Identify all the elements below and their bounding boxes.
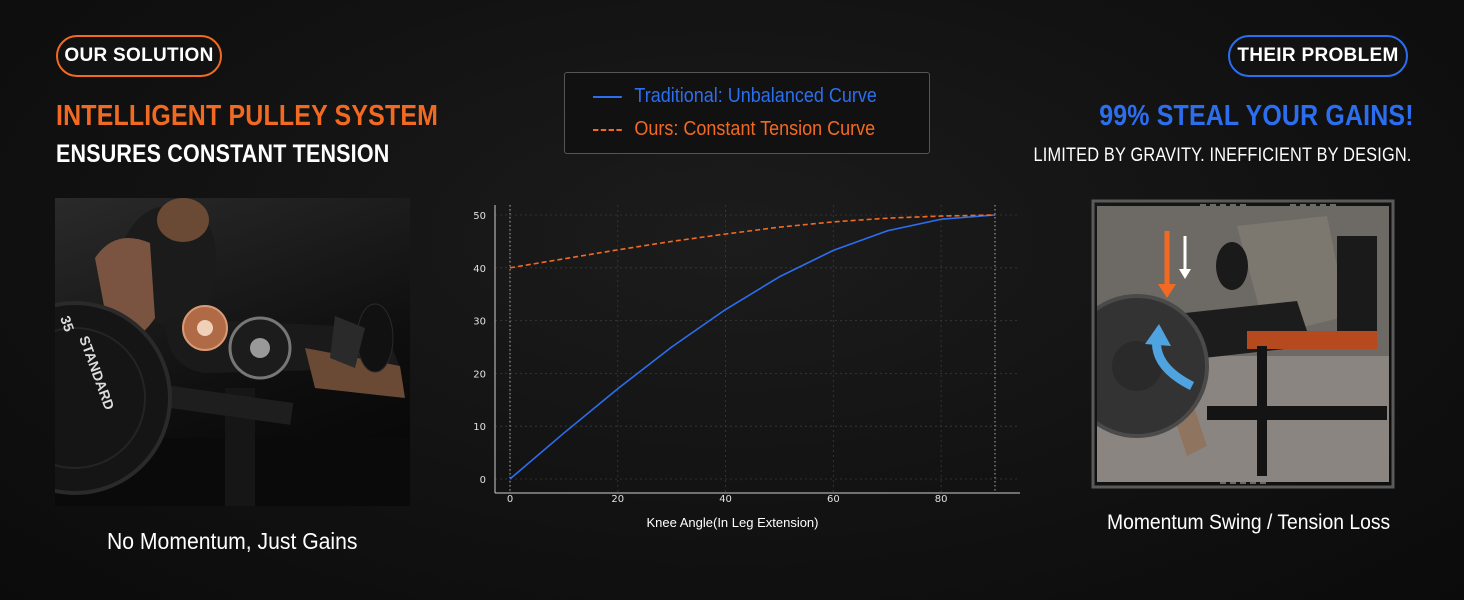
y-tick-label: 30: [473, 317, 486, 328]
legend-label-ours: Ours: Constant Tension Curve: [634, 118, 876, 140]
curved-arrow-icon: [1145, 324, 1195, 391]
chart-ticks: 0 10 20 30 40 50 0 20 40 60 80: [473, 211, 947, 505]
y-tick-label: 50: [473, 211, 486, 222]
chart-legend: Traditional: Unbalanced Curve Ours: Cons…: [564, 72, 930, 154]
solution-subheadline: ENSURES CONSTANT TENSION: [56, 140, 390, 168]
x-tick-label: 60: [827, 494, 840, 505]
chart-grid: [495, 205, 1020, 493]
legend-swatch-dashed: [593, 128, 622, 131]
tension-curve-chart: 0 10 20 30 40 50 0 20 40 60 80 Knee Angle(In Leg E…: [473, 205, 1020, 530]
x-tick-label: 40: [719, 494, 732, 505]
y-tick-label: 10: [473, 422, 486, 433]
y-tick-label: 0: [480, 475, 486, 486]
y-tick-label: 20: [473, 369, 486, 380]
legend-item-traditional: Traditional: Unbalanced Curve: [593, 85, 877, 108]
their-problem-badge: THEIR PROBLEM: [1228, 35, 1408, 77]
plate-weight-label: 35: [57, 314, 77, 334]
y-tick-label: 40: [473, 264, 486, 275]
series-line-traditional: [509, 214, 996, 480]
chart-axes: [494, 205, 1020, 494]
x-axis-label: Knee Angle(In Leg Extension): [646, 515, 818, 530]
weight-plate-icon: 35 STANDARD: [55, 301, 172, 495]
down-arrow-icon: [1158, 231, 1191, 298]
legend-swatch-solid: [593, 95, 622, 98]
legend-label-traditional: Traditional: Unbalanced Curve: [634, 85, 877, 107]
x-tick-label: 0: [507, 494, 513, 505]
competitor-machine-photo: [1097, 206, 1389, 482]
x-tick-label: 80: [935, 494, 948, 505]
leg-extension-machine-photo: 35 STANDARD: [55, 198, 410, 506]
legend-item-ours: Ours: Constant Tension Curve: [593, 118, 875, 141]
x-tick-label: 20: [611, 494, 624, 505]
solution-caption: No Momentum, Just Gains: [107, 528, 358, 554]
problem-caption: Momentum Swing / Tension Loss: [1107, 511, 1391, 534]
solution-headline: INTELLIGENT PULLEY SYSTEM: [56, 100, 439, 132]
chart-series: [509, 214, 996, 480]
problem-headline: 99% STEAL YOUR GAINS!: [1099, 100, 1414, 132]
series-line-ours: [509, 214, 996, 269]
our-solution-badge: OUR SOLUTION: [56, 35, 222, 77]
problem-subheadline: LIMITED BY GRAVITY. INEFFICIENT BY DESIG…: [1034, 145, 1412, 166]
